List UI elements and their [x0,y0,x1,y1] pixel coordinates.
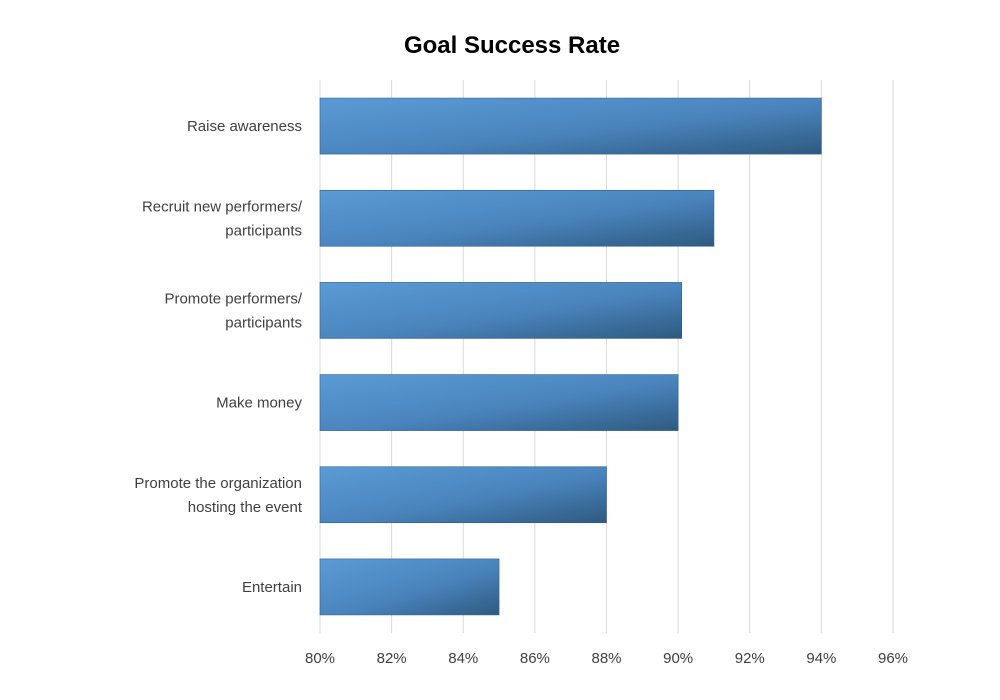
bar [319,466,607,524]
x-tick-label: 96% [878,650,908,667]
category-labels: Raise awareness Recruit new performers/pa… [134,118,302,596]
bar [319,97,822,155]
category-label: Promote performers/participants [164,290,302,331]
bar [319,189,715,247]
category-label: Recruit new performers/participants [142,198,303,239]
category-label: Raise awareness [187,118,302,135]
gridlines [319,80,894,633]
x-tick-label: 94% [806,650,836,667]
x-tick-label: 88% [591,650,621,667]
chart-title: Goal Success Rate [404,32,620,59]
category-label: Entertain [242,579,302,596]
x-tick-label: 86% [520,650,550,667]
x-tick-label: 92% [735,650,765,667]
bar [319,558,500,616]
x-tick-label: 82% [377,650,407,667]
category-label: Promote the organization hosting the even… [134,475,302,516]
category-label: Make money [216,395,302,412]
x-tick-label: 90% [663,650,693,667]
bars [319,97,822,616]
x-tick-label: 80% [305,650,335,667]
bar [319,282,683,339]
x-tick-label: 84% [448,650,478,667]
x-axis-tick-labels: 80% 82% 84% 86% 88% 90% 92% 94% 96% [305,650,908,667]
bar [319,374,679,431]
